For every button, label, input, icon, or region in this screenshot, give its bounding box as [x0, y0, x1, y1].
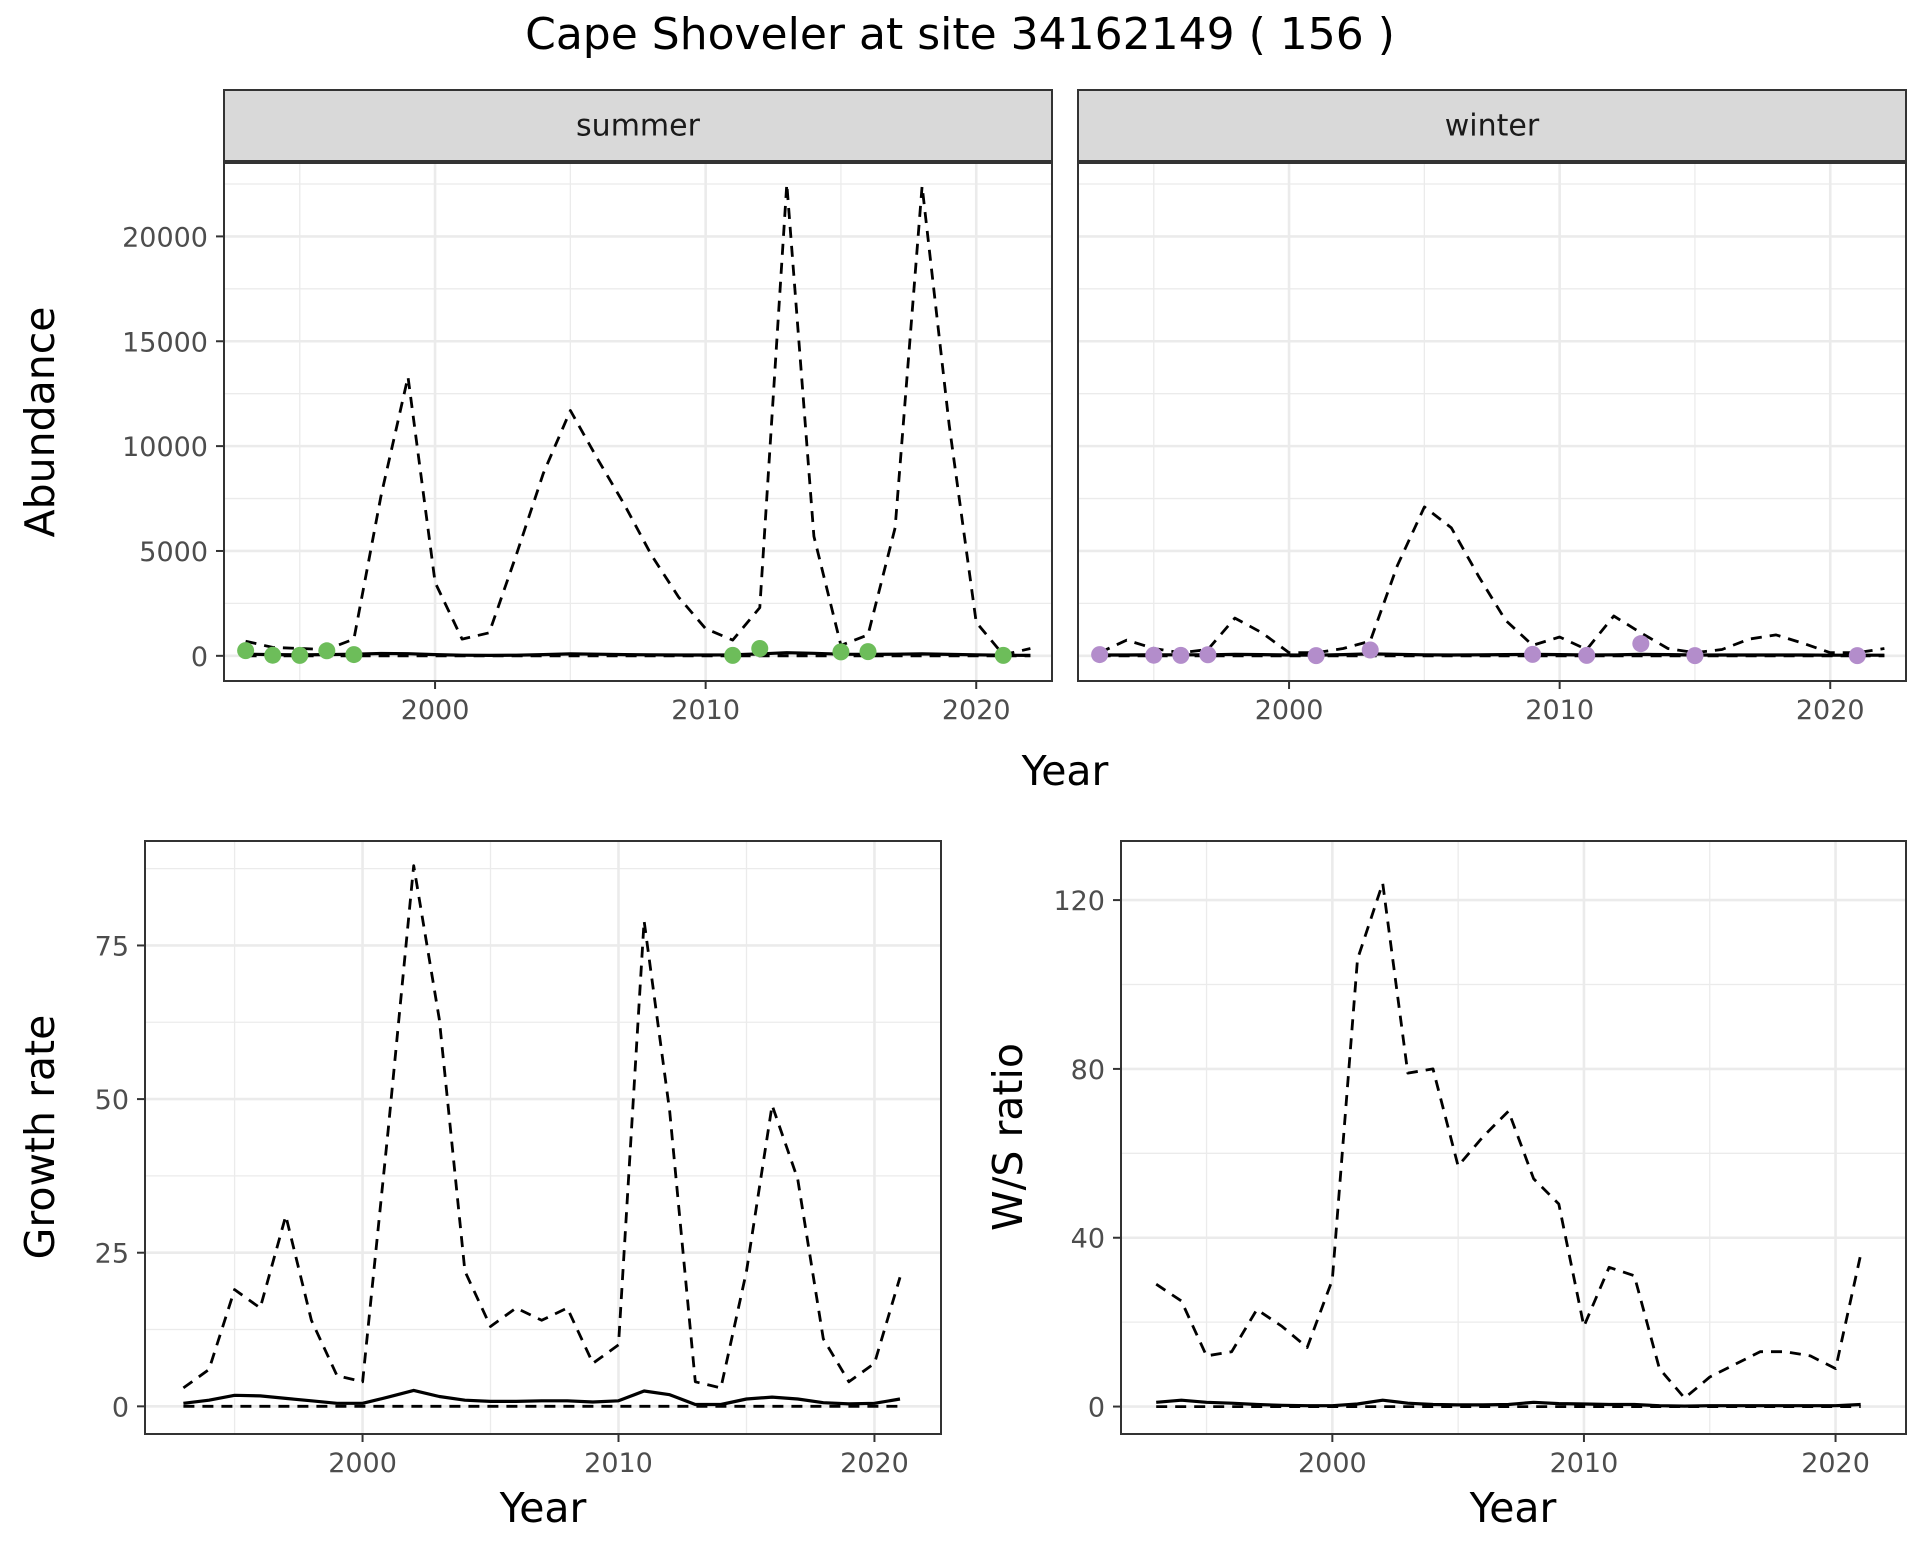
data-point — [994, 646, 1012, 664]
y-tick-label: 20000 — [122, 222, 208, 253]
x-tick-label: 2020 — [840, 1448, 909, 1479]
y-tick-label: 80 — [1071, 1055, 1105, 1086]
panel-border — [223, 162, 1053, 682]
facet-strip — [223, 89, 1053, 162]
data-point — [291, 646, 309, 664]
panel-ratio: 2000 2010 2020 0 40 80 120 W/S ratio Year — [984, 840, 1907, 1532]
series-line-solid-0 — [183, 1388, 901, 1407]
x-tick-label: 2010 — [671, 695, 740, 726]
panel-growth: 2000 2010 2020 0 25 50 75 Growth rate Year — [16, 840, 942, 1532]
series-line-solid-0 — [1156, 1398, 1861, 1408]
data-point — [1199, 646, 1217, 664]
x-tick-label: 2000 — [1298, 1448, 1367, 1479]
data-point — [1632, 635, 1650, 653]
y-tick-label: 75 — [95, 931, 129, 962]
facet-strip-label: winter — [1445, 109, 1540, 144]
data-point — [1361, 641, 1379, 659]
panel-border — [1077, 162, 1907, 682]
data-point — [1091, 646, 1109, 664]
x-tick-label: 2020 — [1796, 695, 1865, 726]
y-tick-label: 40 — [1071, 1224, 1105, 1255]
x-tick-label: 2010 — [1550, 1448, 1619, 1479]
y-tick-label: 50 — [95, 1085, 129, 1116]
series-line-dashed-1 — [182, 864, 902, 1390]
y-tick-label: 0 — [112, 1392, 129, 1423]
y-tick-label: 25 — [95, 1239, 129, 1270]
x-tick-label: 2010 — [584, 1448, 653, 1479]
facet-strip-label: summer — [576, 109, 701, 144]
data-point — [264, 646, 282, 664]
series-line-solid-0 — [245, 651, 1031, 657]
x-axis-title: Year — [1469, 1484, 1557, 1532]
data-point — [1578, 646, 1596, 664]
data-point — [1848, 647, 1866, 665]
x-tick-label: 2020 — [942, 695, 1011, 726]
data-point — [1307, 647, 1325, 665]
data-point — [1145, 646, 1163, 664]
y-tick-label: 15000 — [122, 327, 208, 358]
y-tick-label: 5000 — [139, 537, 208, 568]
x-tick-label: 2010 — [1525, 695, 1594, 726]
x-tick-label: 2000 — [401, 695, 470, 726]
plot-background — [1121, 841, 1906, 1434]
x-axis-title-top: Year — [1021, 747, 1109, 795]
data-point — [1686, 647, 1704, 665]
series-line-dashed-1 — [1155, 881, 1863, 1400]
panel-summer: summer 2000 2010 2020 0 5000 10000 15000 20000 Ab… — [16, 89, 1053, 726]
y-axis-title: Growth rate — [16, 1015, 64, 1260]
data-point — [751, 639, 769, 657]
panel-border — [1120, 840, 1907, 1435]
series-line-dashed-1 — [1099, 505, 1885, 655]
y-tick-label: 0 — [191, 642, 208, 673]
data-point — [1172, 646, 1190, 664]
data-point — [859, 643, 877, 661]
y-axis-title: Abundance — [16, 307, 64, 538]
series-line-dashed-1 — [245, 182, 1031, 657]
data-point — [318, 642, 336, 660]
y-tick-label: 10000 — [122, 432, 208, 463]
panel-winter: winter 2000 2010 2020 — [1077, 89, 1907, 726]
x-tick-label: 2020 — [1801, 1448, 1870, 1479]
y-tick-label: 120 — [1053, 886, 1105, 917]
data-point — [237, 642, 255, 660]
x-tick-label: 2000 — [328, 1448, 397, 1479]
data-point — [1524, 645, 1542, 663]
figure-title: Cape Shoveler at site 34162149 ( 156 ) — [525, 9, 1395, 60]
plot-background — [145, 841, 941, 1434]
data-point — [832, 643, 850, 661]
y-axis-title: W/S ratio — [984, 1043, 1032, 1231]
x-axis-title: Year — [499, 1484, 587, 1532]
data-point — [345, 646, 363, 664]
facet-strip — [1077, 89, 1907, 162]
y-tick-label: 0 — [1088, 1393, 1105, 1424]
x-tick-label: 2000 — [1255, 695, 1324, 726]
data-point — [724, 646, 742, 664]
plot-background — [1078, 163, 1906, 681]
panel-border — [144, 840, 942, 1435]
